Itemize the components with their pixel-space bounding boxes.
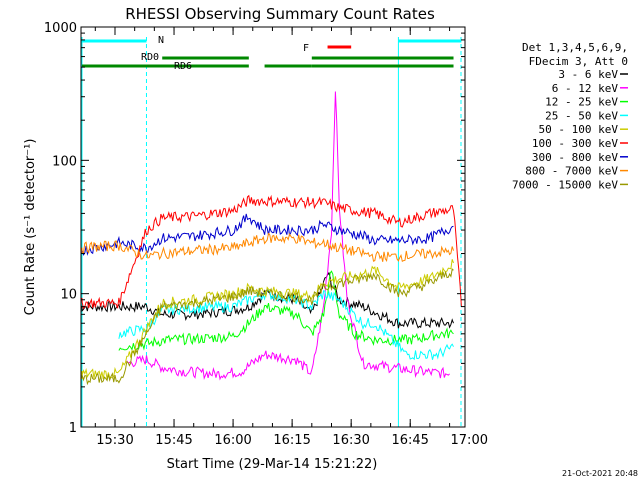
plot-area: N RD0 RD6 F [81,35,462,427]
legend-header: Det 1,3,4,5,6,9, [522,41,628,54]
legend-entry: 3 - 6 keV [558,68,618,81]
series-line [81,213,454,256]
series-line [81,259,454,380]
legend-entry: 7000 - 15000 keV [512,178,618,191]
legend-entry: 50 - 100 keV [539,123,619,136]
y-tick-label: 1000 [44,21,77,36]
flag-label-rd6: RD6 [174,61,192,72]
x-tick-label: 17:00 [451,433,488,448]
series-line [126,91,450,381]
legend-entry: 300 - 800 keV [532,151,618,164]
flag-label-n: N [158,35,164,46]
x-tick-label: 16:15 [273,433,310,448]
x-axis-ticks: 15:30 15:45 16:00 16:15 16:30 16:45 17:00 [94,27,488,448]
timestamp: 21-Oct-2021 20:48 [562,469,638,478]
legend-header: FDecim 3, Att 0 [529,55,628,68]
legend-entry: 6 - 12 keV [552,82,619,95]
legend-entry: 100 - 300 keV [532,137,618,150]
x-tick-label: 16:30 [332,433,369,448]
plot-frame [80,26,466,428]
x-tick-label: 16:00 [214,433,251,448]
x-axis-label: Start Time (29-Mar-14 15:21:22) [167,457,378,472]
flag-label-rd0: RD0 [141,52,159,63]
y-axis-ticks: 1 10 100 1000 [44,21,465,436]
legend-entry: 25 - 50 keV [545,109,618,122]
y-tick-label: 10 [60,288,77,303]
y-axis-label: Count Rate (s⁻¹ detector⁻¹) [23,139,38,316]
series-lines [81,91,462,386]
series-line [81,194,462,310]
y-tick-label: 100 [52,154,77,169]
y-tick-label: 1 [69,421,77,436]
legend-entry: 800 - 7000 keV [525,165,618,178]
series-line [118,289,454,361]
series-line [81,268,454,386]
x-tick-label: 16:45 [391,433,428,448]
x-tick-label: 15:45 [155,433,192,448]
flag-label-f: F [303,43,309,54]
vertical-markers [81,37,462,427]
legend-entry: 12 - 25 keV [545,96,618,109]
legend: Det 1,3,4,5,6,9,FDecim 3, Att 03 - 6 keV… [512,41,628,191]
chart-title: RHESSI Observing Summary Count Rates [125,5,435,23]
series-line [81,232,454,263]
flag-bars: N RD0 RD6 F [82,35,462,72]
x-tick-label: 15:30 [96,433,133,448]
